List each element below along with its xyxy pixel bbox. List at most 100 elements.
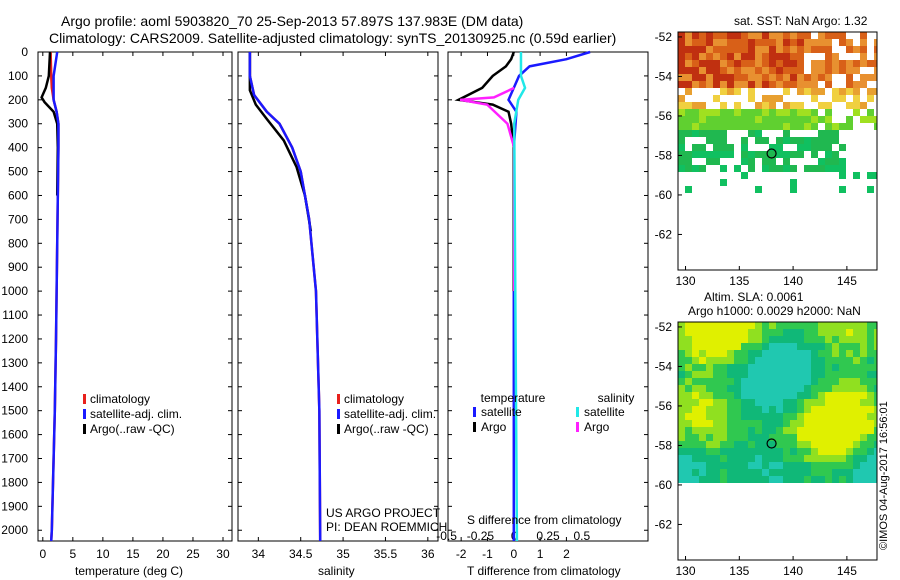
- heatmap-cell: [867, 413, 874, 420]
- map-y-tick-label: -52: [655, 30, 673, 44]
- heatmap-cell: [755, 469, 762, 476]
- heatmap-cell: [839, 32, 846, 39]
- heatmap-cell: [741, 109, 748, 116]
- heatmap-cell: [776, 378, 783, 385]
- heatmap-cell: [853, 336, 860, 343]
- map-x-tick-label: 130: [676, 274, 696, 288]
- heatmap-cell: [741, 350, 748, 357]
- heatmap-cell: [783, 378, 790, 385]
- heatmap-cell: [741, 53, 748, 60]
- heatmap-cell: [825, 74, 832, 81]
- heatmap-cell: [762, 476, 769, 483]
- heatmap-cell: [685, 427, 692, 434]
- heatmap-cell: [755, 39, 762, 46]
- heatmap-cell: [853, 81, 860, 88]
- heatmap-cell: [755, 130, 762, 137]
- heatmap-cell: [741, 329, 748, 336]
- heatmap-cell: [713, 109, 720, 116]
- heatmap-cell: [755, 476, 762, 483]
- heatmap-cell: [860, 32, 867, 39]
- heatmap-cell: [832, 137, 839, 144]
- heatmap-cell: [804, 441, 811, 448]
- heatmap-cell: [741, 81, 748, 88]
- heatmap-cell: [692, 413, 699, 420]
- heatmap-cell: [818, 343, 825, 350]
- heatmap-cell: [790, 123, 797, 130]
- heatmap-cell: [846, 462, 853, 469]
- heatmap-cell: [832, 88, 839, 95]
- heatmap-cell: [860, 392, 867, 399]
- heatmap-cell: [720, 109, 727, 116]
- heatmap-cell: [846, 74, 853, 81]
- heatmap-cell: [874, 455, 877, 462]
- heatmap-cell: [790, 462, 797, 469]
- heatmap-cell: [776, 455, 783, 462]
- heatmap-cell: [874, 448, 877, 455]
- heatmap-cell: [762, 329, 769, 336]
- heatmap-cell: [818, 350, 825, 357]
- heatmap-cell: [867, 88, 874, 95]
- heatmap-cell: [685, 420, 692, 427]
- heatmap-cell: [797, 399, 804, 406]
- heatmap-cell: [790, 322, 797, 329]
- heatmap-cell: [825, 81, 832, 88]
- heatmap-cell: [692, 392, 699, 399]
- x-tick-label: 15: [126, 547, 140, 561]
- heatmap-cell: [825, 151, 832, 158]
- heatmap-cell: [734, 378, 741, 385]
- heatmap-cell: [685, 434, 692, 441]
- heatmap-cell: [720, 336, 727, 343]
- depth-tick-label: 900: [8, 260, 28, 274]
- heatmap-cell: [706, 53, 713, 60]
- x-tick-label: 34: [252, 547, 266, 561]
- heatmap-cell: [741, 144, 748, 151]
- heatmap-cell: [860, 322, 867, 329]
- heatmap-cell: [776, 60, 783, 67]
- heatmap-cell: [727, 399, 734, 406]
- heatmap-cell: [755, 357, 762, 364]
- heatmap-cell: [846, 371, 853, 378]
- heatmap-cell: [832, 67, 839, 74]
- heatmap-cell: [685, 399, 692, 406]
- heatmap-cell: [713, 427, 720, 434]
- panel-frame-1: [237, 51, 439, 542]
- heatmap-cell: [720, 378, 727, 385]
- heatmap-cell: [734, 102, 741, 109]
- heatmap-cell: [790, 116, 797, 123]
- heatmap-cell: [685, 476, 692, 483]
- map-y-tick-label: -62: [655, 227, 673, 241]
- heatmap-cell: [755, 364, 762, 371]
- heatmap-cell: [797, 357, 804, 364]
- heatmap-cell: [839, 371, 846, 378]
- heatmap-cell: [713, 420, 720, 427]
- heatmap-cell: [734, 116, 741, 123]
- heatmap-cell: [720, 67, 727, 74]
- heatmap-cell: [699, 32, 706, 39]
- heatmap-cell: [699, 336, 706, 343]
- heatmap-cell: [741, 427, 748, 434]
- heatmap-cell: [755, 322, 762, 329]
- heatmap-cell: [825, 322, 832, 329]
- heatmap-cell: [748, 392, 755, 399]
- heatmap-cell: [825, 158, 832, 165]
- heatmap-cell: [853, 67, 860, 74]
- heatmap-cell: [867, 364, 874, 371]
- heatmap-cell: [860, 427, 867, 434]
- heatmap-cell: [804, 462, 811, 469]
- diff-s-xlabel: S difference from climatology: [467, 513, 622, 527]
- heatmap-cell: [706, 413, 713, 420]
- heatmap-cell: [874, 406, 877, 413]
- heatmap-cell: [804, 371, 811, 378]
- heatmap-cell: [734, 67, 741, 74]
- heatmap-cell: [790, 109, 797, 116]
- heatmap-cell: [720, 462, 727, 469]
- heatmap-cell: [748, 116, 755, 123]
- heatmap-cell: [818, 392, 825, 399]
- heatmap-cell: [769, 392, 776, 399]
- heatmap-cell: [699, 350, 706, 357]
- heatmap-cell: [839, 392, 846, 399]
- heatmap-cell: [706, 137, 713, 144]
- heatmap-cell: [762, 53, 769, 60]
- heatmap-cell: [825, 137, 832, 144]
